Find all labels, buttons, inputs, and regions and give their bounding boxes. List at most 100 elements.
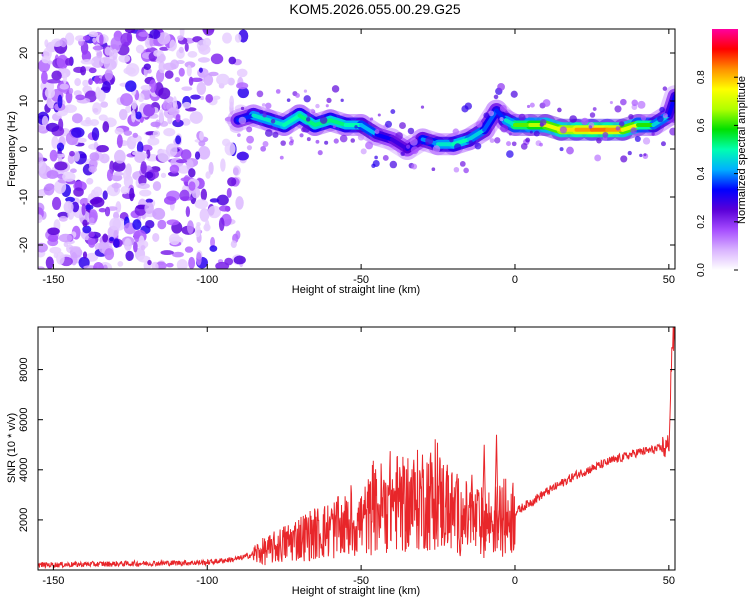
heatmap-noise-blob (200, 188, 208, 201)
heatmap-noise-blob (111, 174, 123, 182)
heatmap-noise-blob (167, 114, 173, 125)
heatmap-ridge-speckle (332, 125, 336, 129)
heatmap-noise-blob (168, 107, 180, 116)
heatmap-noise-blob (56, 142, 65, 152)
heatmap-noise-blob (43, 47, 52, 60)
heatmap-ridge-speckle (529, 102, 535, 108)
heatmap-noise-blob (172, 251, 184, 258)
heatmap-ridge-speckle (468, 140, 473, 145)
heatmap-noise-blob (123, 238, 132, 251)
heatmap-ridge-speckle (265, 102, 272, 109)
heatmap-noise-blob (163, 127, 176, 137)
heatmap-noise-blob (163, 196, 177, 205)
heatmap-noise-blob (104, 46, 112, 56)
heatmap-noise-blob (194, 151, 201, 160)
heatmap-noise-blob (234, 33, 242, 43)
heatmap-noise-blob (135, 111, 142, 120)
heatmap-noise-blob (229, 95, 235, 109)
heatmap-noise-blob (86, 177, 94, 185)
heatmap-noise-blob (197, 57, 210, 63)
heatmap-ridge-speckle (400, 151, 405, 157)
heatmap-ridge-speckle (331, 85, 340, 93)
heatmap-ridge-segment (543, 123, 564, 132)
heatmap-noise-blob (122, 169, 131, 181)
heatmap-noise-blob (82, 219, 88, 227)
heatmap-ridge (227, 82, 675, 174)
heatmap-ridge-speckle (350, 138, 356, 143)
heatmap-noise-blob (56, 251, 65, 265)
heatmap-noise-blob (198, 44, 211, 55)
line-y-tick-label: 2000 (18, 508, 30, 532)
heatmap-noise-blob (47, 60, 53, 65)
heatmap-noise-blob (59, 83, 69, 90)
heatmap-noise-blob (219, 205, 231, 212)
heatmap-ridge-segment (251, 113, 271, 123)
heatmap-ridge-speckle (365, 141, 374, 150)
heatmap-noise-blob (49, 246, 62, 254)
heatmap-ridge-segment (451, 137, 471, 147)
heatmap-ridge-speckle (315, 139, 320, 144)
heatmap-noise-blob (136, 240, 149, 249)
heatmap-noise-blob (62, 171, 76, 182)
heatmap-noise-blob (164, 70, 174, 79)
heatmap-noise-blob (112, 160, 126, 172)
heatmap-noise-blob (172, 119, 184, 128)
heatmap-ridge-speckle (539, 142, 543, 147)
heatmap-noise-blob (157, 219, 167, 230)
snr-spike (481, 444, 487, 542)
heatmap-noise-blob (147, 137, 160, 146)
heatmap-ridge-speckle (620, 155, 628, 163)
heatmap-noise-blob (41, 70, 48, 84)
heatmap-noise-blob (38, 190, 46, 198)
heatmap-noise-blob (177, 35, 184, 41)
heatmap-noise-blob (129, 187, 135, 202)
heatmap-ridge-segment (494, 108, 508, 123)
heatmap-noise-blob (89, 152, 100, 162)
heatmap-ridge-speckle (615, 126, 621, 131)
heatmap-noise-blob (140, 244, 146, 251)
heatmap-noise-blob (198, 140, 206, 147)
snr-spike (429, 462, 435, 528)
heatmap-noise-blob (104, 248, 115, 261)
heatmap-ridge-speckle (525, 137, 531, 143)
heatmap-noise-blob (124, 29, 136, 34)
heatmap-ridge-speckle (238, 116, 247, 125)
heatmap-noise-blob (71, 113, 83, 124)
heatmap-ridge-speckle (354, 125, 358, 129)
heatmap-ridge-speckle (566, 146, 574, 155)
heatmap-noise-blob (88, 67, 97, 74)
heatmap-ridge-speckle (640, 115, 647, 121)
line-x-tick-label: -150 (42, 575, 64, 587)
heatmap-noise-blob (54, 180, 67, 194)
line-x-tick-label: 0 (512, 575, 518, 587)
heatmap-noise-blob (224, 257, 234, 266)
heatmap-noise-blob (120, 186, 129, 195)
heatmap-ridge-speckle (374, 129, 380, 135)
heatmap-ridge-speckle (515, 114, 520, 118)
heatmap-ridge-speckle (476, 121, 483, 128)
heatmap-noise-blob (169, 164, 180, 174)
heatmap-ridge-speckle (246, 135, 254, 144)
heatmap-noise-blob (178, 46, 184, 54)
heatmap-y-tick-label: 10 (18, 95, 30, 107)
heatmap-noise-blob (196, 81, 207, 96)
heatmap-noise-blob (87, 235, 96, 248)
heatmap-ridge-speckle (259, 110, 264, 115)
heatmap-noise-blob (80, 65, 87, 76)
line-x-ticks: -150 -100 -50 0 50 (42, 327, 675, 587)
heatmap-ridge-speckle (306, 137, 311, 142)
heatmap-ridge-speckle (319, 116, 328, 124)
heatmap-ridge-speckle (305, 117, 311, 122)
heatmap-noise-blob (158, 109, 164, 123)
heatmap-noise-blob (51, 135, 59, 149)
line-y-tick-label: 8000 (18, 357, 30, 381)
heatmap-noise-blob (58, 233, 73, 243)
heatmap-ridge-speckle (559, 147, 564, 152)
heatmap-noise-blob (152, 232, 160, 242)
heatmap-noise-blob (117, 260, 124, 267)
heatmap-ridge-speckle (432, 145, 441, 153)
heatmap-noise-blob (38, 214, 43, 224)
heatmap-x-tick-label: 0 (512, 274, 518, 286)
heatmap-noise-blob (207, 205, 222, 219)
